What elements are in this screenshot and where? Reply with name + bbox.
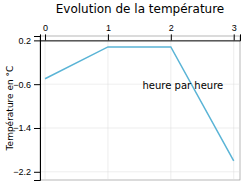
x-tick-mark (234, 34, 235, 40)
y-tick-mark (34, 40, 40, 41)
x-tick-mark (171, 34, 172, 40)
y-tick-mark (34, 128, 40, 129)
x-axis-line (41, 34, 241, 41)
annotation: heure par heure (143, 80, 224, 91)
grid-line (45, 36, 46, 180)
grid (40, 36, 240, 180)
y-axis-title: Température en °C (5, 66, 15, 152)
y-tick: 0.2 (18, 36, 40, 46)
x-tick-label: 2 (169, 23, 174, 33)
title: Evolution de la température (56, 2, 225, 16)
y-tick-label: 0.2 (18, 36, 31, 46)
x-tick-label: 0 (43, 23, 48, 33)
x-tick: 3 (232, 23, 237, 40)
x-tick: 0 (43, 23, 48, 40)
plot-frame (40, 36, 240, 180)
y-tick-label: −0.6 (13, 80, 31, 90)
y-tick-label: −1.4 (13, 123, 31, 133)
x-axis: 0 1 2 3 (41, 23, 241, 40)
grid-line (233, 36, 234, 180)
y-tick-label: −2.2 (13, 167, 31, 177)
x-tick: 1 (106, 23, 111, 40)
x-tick-label: 1 (106, 23, 111, 33)
y-tick: −0.6 (13, 80, 40, 90)
x-tick: 2 (169, 23, 174, 40)
plot: 0.2 −0.6 −1.4 −2.2 0 1 2 3 heure par heure (13, 23, 240, 180)
grid-line (170, 36, 171, 180)
y-tick-mark (34, 172, 40, 173)
x-tick-mark (45, 34, 46, 40)
grid-line (40, 127, 240, 128)
chart: 0.2 −0.6 −1.4 −2.2 0 1 2 3 heure par heure Evolut… (0, 0, 250, 188)
x-tick-label: 3 (232, 23, 237, 33)
y-tick: −1.4 (13, 123, 40, 133)
y-axis: 0.2 −0.6 −1.4 −2.2 (13, 36, 40, 181)
y-tick-mark (34, 84, 40, 85)
y-axis-line (34, 37, 41, 181)
marks (45, 47, 234, 161)
y-tick: −2.2 (13, 167, 40, 177)
grid-line (40, 171, 240, 172)
grid-line (107, 36, 108, 180)
x-tick-mark (108, 34, 109, 40)
line (45, 47, 234, 161)
